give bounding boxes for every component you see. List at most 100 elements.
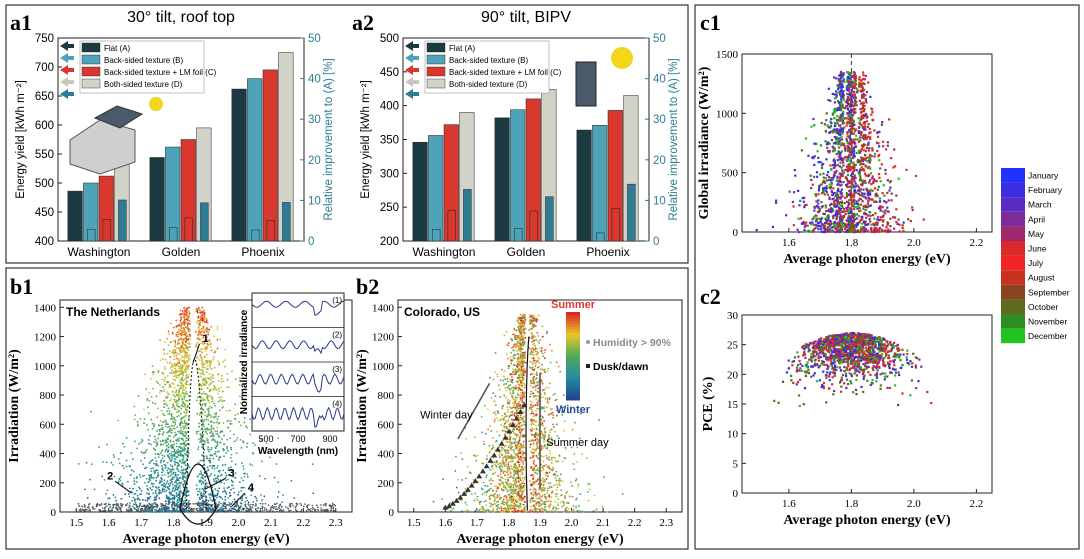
data-point [554, 457, 556, 459]
data-point [207, 469, 209, 471]
data-point [533, 317, 535, 319]
data-point [199, 310, 201, 312]
data-point [508, 385, 510, 387]
data-point [588, 500, 590, 502]
data-point [204, 328, 206, 330]
data-point [166, 497, 168, 499]
improvement-bar [448, 211, 456, 241]
data-point [152, 507, 154, 509]
data-point [151, 483, 153, 485]
data-point [186, 356, 188, 358]
data-point [182, 356, 184, 358]
data-point [535, 336, 537, 338]
data-point [163, 406, 165, 408]
data-point [171, 428, 173, 430]
data-point [466, 504, 468, 506]
data-point [132, 458, 134, 460]
data-point [214, 474, 216, 476]
data-point [231, 460, 233, 462]
data-point [296, 511, 298, 513]
data-point [224, 366, 226, 368]
improvement-bar [200, 203, 208, 241]
data-point [514, 338, 516, 340]
data-point [512, 430, 514, 432]
data-point [300, 510, 302, 512]
data-point [189, 312, 191, 314]
data-point [188, 374, 190, 376]
data-point [326, 503, 328, 505]
data-point [155, 453, 157, 455]
data-point [177, 438, 179, 440]
y-tick-label: 0 [51, 507, 57, 519]
data-point [120, 503, 122, 505]
data-point [166, 432, 168, 434]
data-point [217, 493, 219, 495]
data-point [133, 470, 135, 472]
data-point [218, 479, 220, 481]
data-point [130, 474, 132, 476]
data-point [289, 503, 291, 505]
data-point [535, 491, 537, 493]
data-point [156, 430, 158, 432]
data-point [187, 307, 189, 309]
improvement-bar [627, 184, 635, 241]
data-point [564, 420, 566, 422]
data-point [520, 407, 522, 409]
data-point [92, 508, 94, 510]
y-tick-label: 1400 [372, 302, 395, 314]
data-point [218, 487, 220, 489]
data-point [502, 459, 504, 461]
data-point [553, 426, 555, 428]
data-point [183, 317, 185, 319]
data-point [205, 350, 207, 352]
data-point [184, 421, 186, 423]
data-point [172, 391, 174, 393]
data-point [520, 425, 522, 427]
data-point [180, 396, 182, 398]
data-point [563, 394, 565, 396]
data-point [162, 413, 164, 415]
data-point [196, 338, 198, 340]
data-point [199, 354, 201, 356]
data-point [168, 386, 170, 388]
y2-tick-label: 20 [308, 155, 321, 167]
data-point [177, 469, 179, 471]
data-point [178, 343, 180, 345]
data-point [510, 483, 512, 485]
data-point [215, 389, 217, 391]
data-point [86, 508, 88, 510]
data-point [318, 511, 320, 513]
data-point [317, 506, 319, 508]
data-point [529, 511, 531, 513]
data-point [141, 451, 143, 453]
data-point [547, 487, 549, 489]
data-point [184, 426, 186, 428]
data-point [182, 365, 184, 367]
data-point [216, 455, 218, 457]
data-point [513, 387, 515, 389]
data-point [155, 439, 157, 441]
data-point [178, 375, 180, 377]
data-point [147, 506, 149, 508]
data-point [213, 356, 215, 358]
data-point [182, 391, 184, 393]
x-axis-label: Average photon energy (eV) [456, 532, 624, 547]
data-point [564, 495, 566, 497]
data-point [139, 505, 141, 507]
data-point [152, 493, 154, 495]
data-point [507, 381, 509, 383]
data-point [531, 420, 533, 422]
data-point [184, 368, 186, 370]
data-point [120, 452, 122, 454]
legend-label: Flat (A) [449, 44, 476, 53]
bar [577, 130, 592, 241]
data-point [551, 457, 553, 459]
data-point [170, 464, 172, 466]
data-point [203, 313, 205, 315]
data-point [224, 464, 226, 466]
data-point [521, 359, 523, 361]
data-point [536, 348, 538, 350]
data-point [552, 423, 554, 425]
data-point [209, 367, 211, 369]
data-point [474, 510, 476, 512]
